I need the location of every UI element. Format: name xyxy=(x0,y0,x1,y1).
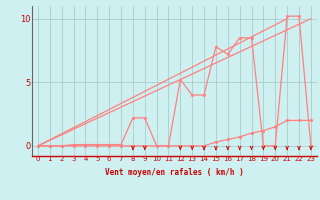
X-axis label: Vent moyen/en rafales ( km/h ): Vent moyen/en rafales ( km/h ) xyxy=(105,168,244,177)
